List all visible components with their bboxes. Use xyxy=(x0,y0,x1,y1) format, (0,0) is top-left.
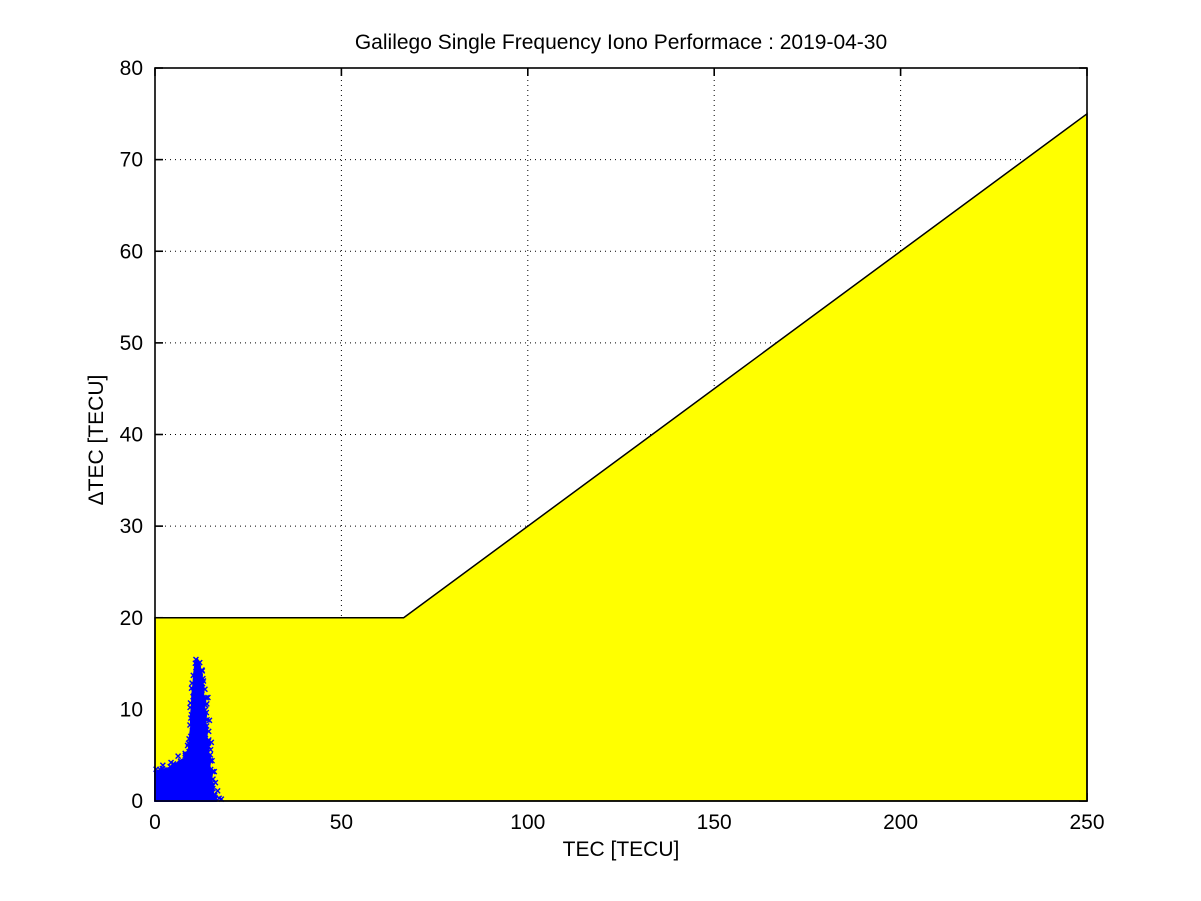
y-tick-label: 0 xyxy=(131,790,143,813)
chart-title: Galilego Single Frequency Iono Performac… xyxy=(354,31,888,54)
x-tick-label: 200 xyxy=(883,811,918,834)
y-tick-label: 30 xyxy=(120,515,143,538)
x-tick-label: 150 xyxy=(697,811,732,834)
x-tick-label: 0 xyxy=(149,811,161,834)
scatter-marker xyxy=(168,759,175,766)
threshold-area xyxy=(154,112,1088,802)
axis-box xyxy=(154,67,1088,802)
y-tick-label: 50 xyxy=(120,332,143,355)
scatter-marker xyxy=(212,779,219,786)
y-tick-label: 10 xyxy=(120,698,143,721)
y-tick-label: 70 xyxy=(120,149,143,172)
y-tick-label: 40 xyxy=(120,424,143,447)
x-tick-label: 100 xyxy=(510,811,545,834)
y-tick-label: 60 xyxy=(120,240,143,263)
scatter-marker xyxy=(206,717,213,724)
scatter-cluster xyxy=(154,657,218,802)
x-axis-label: TEC [TECU] xyxy=(562,838,680,861)
scatter-marker xyxy=(159,762,166,769)
y-tick-label: 80 xyxy=(120,57,143,80)
scatter-marker xyxy=(175,753,182,760)
scatter-marker xyxy=(214,787,221,794)
y-axis-label: ΔTEC [TECU] xyxy=(85,374,108,506)
x-tick-label: 50 xyxy=(330,811,353,834)
scatter-marker xyxy=(204,694,211,701)
x-tick-label: 250 xyxy=(1069,811,1104,834)
y-tick-label: 20 xyxy=(120,607,143,630)
